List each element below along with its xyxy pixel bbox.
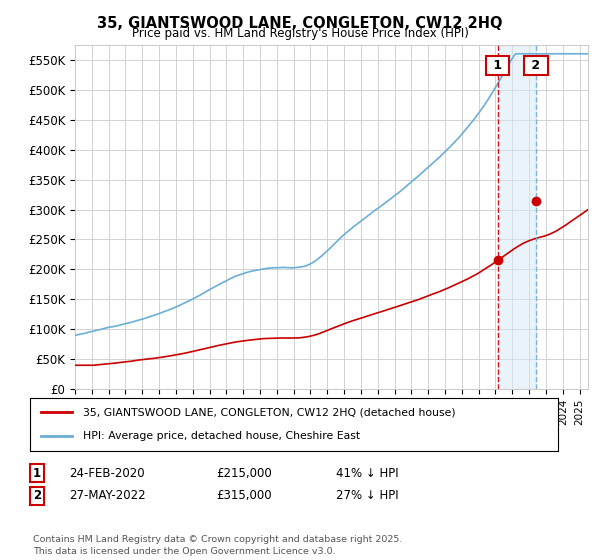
Text: Price paid vs. HM Land Registry's House Price Index (HPI): Price paid vs. HM Land Registry's House … — [131, 27, 469, 40]
Text: 24-FEB-2020: 24-FEB-2020 — [69, 466, 145, 480]
Text: 35, GIANTSWOOD LANE, CONGLETON, CW12 2HQ (detached house): 35, GIANTSWOOD LANE, CONGLETON, CW12 2HQ… — [83, 408, 455, 418]
Text: Contains HM Land Registry data © Crown copyright and database right 2025.
This d: Contains HM Land Registry data © Crown c… — [33, 535, 403, 556]
Text: 27-MAY-2022: 27-MAY-2022 — [69, 489, 146, 502]
Bar — [497, 45, 536, 389]
Text: £215,000: £215,000 — [216, 466, 272, 480]
Text: 1: 1 — [33, 466, 41, 480]
Text: HPI: Average price, detached house, Cheshire East: HPI: Average price, detached house, Ches… — [83, 431, 360, 441]
Text: 2: 2 — [33, 489, 41, 502]
Text: £315,000: £315,000 — [216, 489, 272, 502]
Text: 41% ↓ HPI: 41% ↓ HPI — [336, 466, 398, 480]
Text: 35, GIANTSWOOD LANE, CONGLETON, CW12 2HQ: 35, GIANTSWOOD LANE, CONGLETON, CW12 2HQ — [97, 16, 503, 31]
Text: 27% ↓ HPI: 27% ↓ HPI — [336, 489, 398, 502]
Text: 2: 2 — [527, 59, 545, 72]
Text: 1: 1 — [489, 59, 506, 72]
